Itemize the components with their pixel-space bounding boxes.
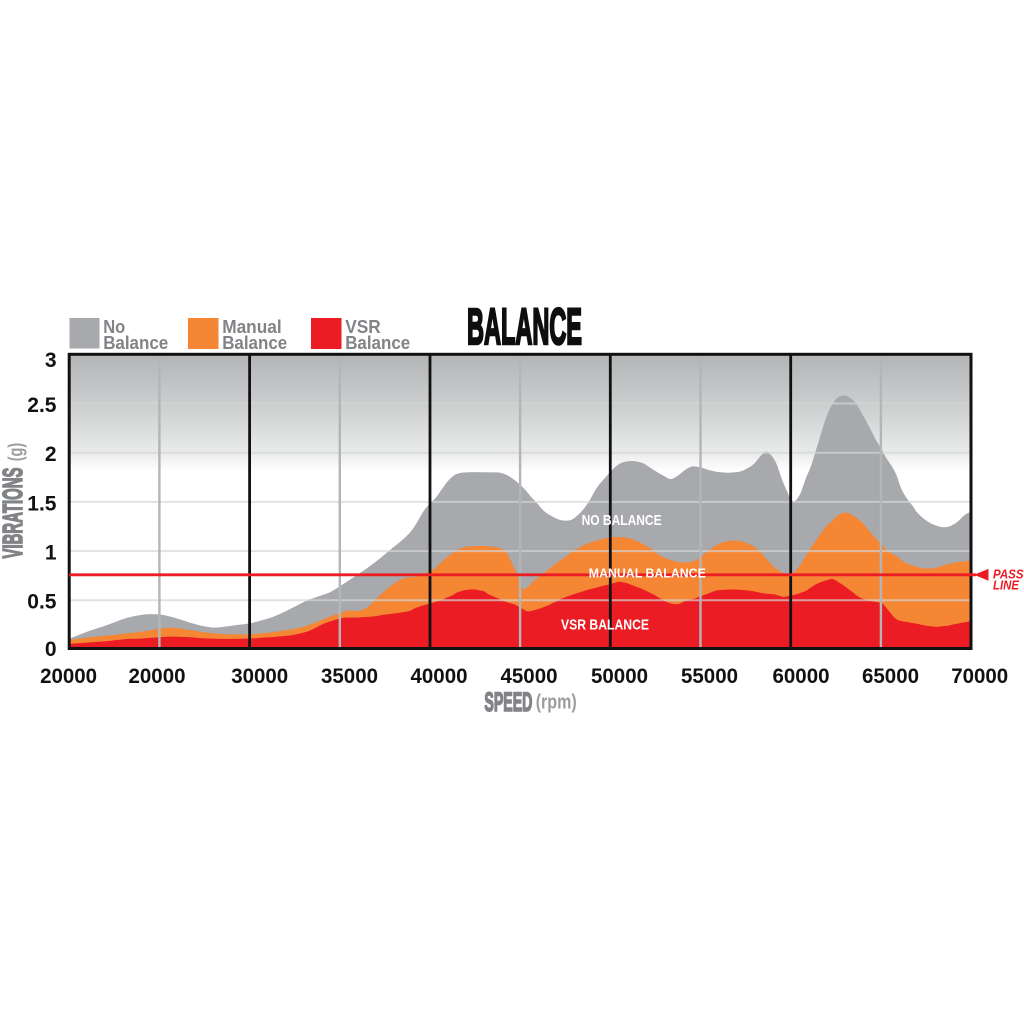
svg-text:Balance: Balance — [103, 332, 168, 353]
svg-text:SPEED: SPEED — [484, 687, 532, 717]
svg-text:1: 1 — [45, 542, 57, 565]
svg-text:65000: 65000 — [862, 664, 919, 688]
svg-text:60000: 60000 — [773, 664, 830, 688]
svg-text:40000: 40000 — [411, 664, 468, 688]
svg-text:70000: 70000 — [951, 664, 1008, 688]
svg-text:0.5: 0.5 — [27, 591, 57, 614]
svg-text:35000: 35000 — [321, 664, 378, 688]
svg-text:Balance: Balance — [222, 332, 287, 353]
svg-text:No: No — [103, 316, 125, 337]
svg-text:PASS: PASS — [993, 566, 1024, 581]
svg-text:VSR: VSR — [345, 316, 381, 337]
svg-text:45000: 45000 — [501, 664, 558, 688]
svg-text:MANUAL BALANCE: MANUAL BALANCE — [589, 566, 706, 581]
svg-text:VIBRATIONS: VIBRATIONS — [0, 468, 28, 559]
svg-text:0: 0 — [45, 638, 57, 661]
svg-text:30000: 30000 — [231, 664, 288, 688]
svg-text:50000: 50000 — [591, 664, 648, 688]
svg-text:VSR BALANCE: VSR BALANCE — [561, 617, 649, 634]
svg-text:55000: 55000 — [681, 664, 738, 688]
svg-text:Manual: Manual — [222, 316, 282, 337]
svg-text:3: 3 — [45, 349, 57, 372]
svg-text:20000: 20000 — [129, 664, 186, 688]
svg-text:(rpm): (rpm) — [536, 692, 577, 714]
svg-text:20000: 20000 — [40, 664, 97, 688]
svg-text:NO BALANCE: NO BALANCE — [582, 512, 662, 529]
svg-text:BALANCE: BALANCE — [467, 298, 582, 355]
svg-text:LINE: LINE — [993, 577, 1019, 592]
svg-text:2.5: 2.5 — [27, 394, 57, 417]
svg-text:Balance: Balance — [345, 332, 410, 353]
svg-text:2: 2 — [45, 443, 57, 466]
svg-text:1.5: 1.5 — [27, 493, 57, 516]
svg-text:(g): (g) — [5, 443, 27, 462]
